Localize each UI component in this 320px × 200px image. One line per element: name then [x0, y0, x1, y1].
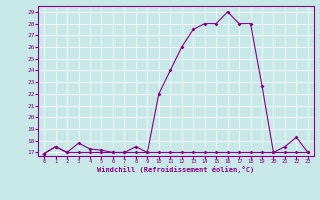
X-axis label: Windchill (Refroidissement éolien,°C): Windchill (Refroidissement éolien,°C) [97, 166, 255, 173]
